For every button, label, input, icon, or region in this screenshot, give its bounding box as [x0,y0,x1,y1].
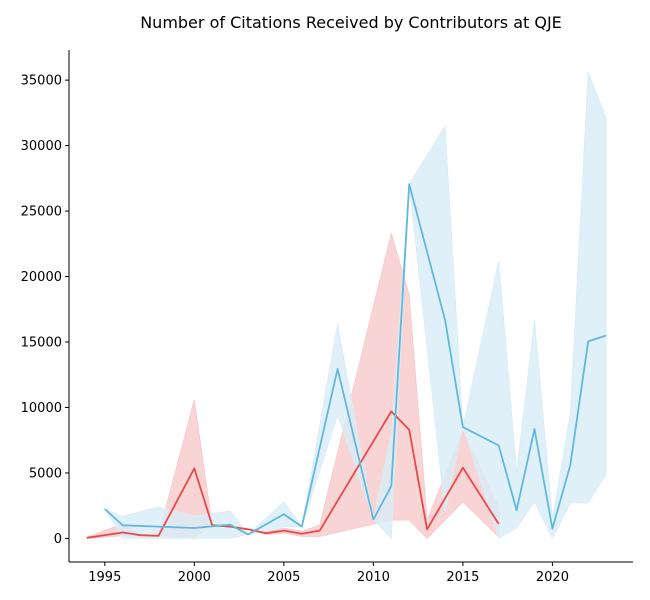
y-tick-label: 30000 [21,139,62,154]
x-tick-label: 1995 [88,570,121,585]
x-tick-label: 2015 [446,570,479,585]
y-tick-label: 15000 [21,336,62,351]
x-axis-ticks: 1995 2000 2005 2010 2015 2020 [88,562,569,585]
axes [68,50,633,563]
y-tick-label: 0 [54,532,62,547]
y-tick-label: 5000 [29,466,62,481]
x-tick-label: 2010 [357,570,390,585]
chart-title: Number of Citations Received by Contribu… [140,13,562,32]
x-tick-label: 2000 [178,570,211,585]
y-tick-label: 10000 [21,401,62,416]
series-lines [86,183,607,539]
confidence-bands [86,72,607,540]
x-tick-label: 2020 [536,570,569,585]
y-tick-label: 35000 [21,74,62,89]
y-tick-label: 25000 [21,205,62,220]
series-2-band [103,72,607,540]
y-tick-label: 20000 [21,270,62,285]
x-tick-label: 2005 [267,570,300,585]
y-axis-ticks: 0 5000 10000 15000 20000 25000 30000 35000 [21,74,69,547]
